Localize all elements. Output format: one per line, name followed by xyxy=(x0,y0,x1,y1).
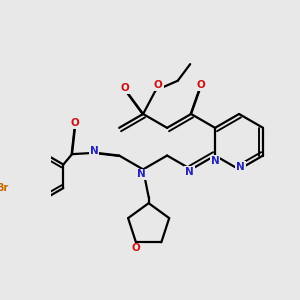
Text: N: N xyxy=(185,167,194,177)
Text: N: N xyxy=(137,169,146,179)
Text: O: O xyxy=(196,80,205,90)
Text: N: N xyxy=(90,146,99,156)
Text: N: N xyxy=(236,162,245,172)
Text: O: O xyxy=(70,118,79,128)
Text: O: O xyxy=(132,243,140,254)
Text: Br: Br xyxy=(0,182,8,193)
Text: O: O xyxy=(121,83,130,93)
Text: N: N xyxy=(211,155,219,166)
Text: O: O xyxy=(154,80,163,90)
